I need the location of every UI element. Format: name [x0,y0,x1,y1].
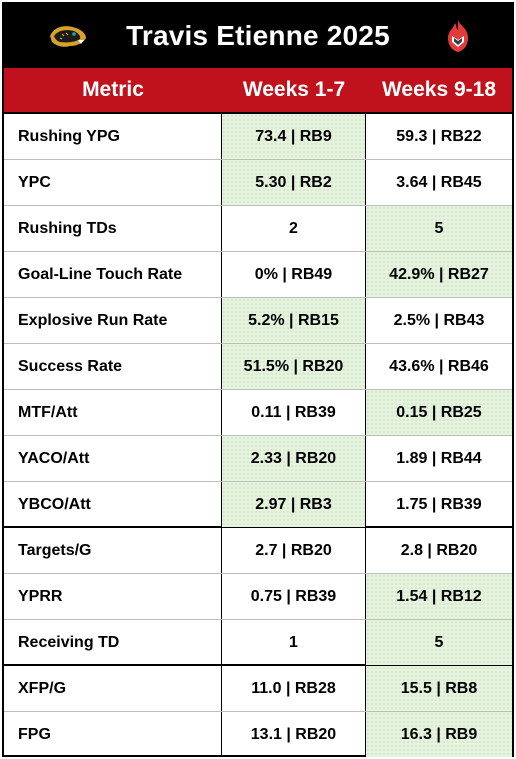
table-row: Explosive Run Rate 5.2% | RB15 2.5% | RB… [4,298,512,344]
weeks-1-7-value: 1 [222,620,366,665]
table-row: Success Rate 51.5% | RB20 43.6% | RB46 [4,344,512,390]
table-row: FPG 13.1 | RB20 16.3 | RB9 [4,712,512,758]
weeks-1-7-value: 0.75 | RB39 [222,574,366,619]
weeks-1-7-value: 73.4 | RB9 [222,114,366,159]
weeks-9-18-value: 1.75 | RB39 [396,496,482,513]
metric-label: FPG [4,712,222,757]
weeks-1-7-value: 2.97 | RB3 [222,482,366,527]
table-row: Goal-Line Touch Rate 0% | RB49 42.9% | R… [4,252,512,298]
table-row: YPC 5.30 | RB2 3.64 | RB45 [4,160,512,206]
table-row: YPRR 0.75 | RB39 1.54 | RB12 [4,574,512,620]
metric-label: Rushing TDs [4,206,222,251]
weeks-1-7-value: 2 [222,206,366,251]
weeks-9-18-value: 0.15 | RB25 [366,390,512,435]
weeks-9-18-value: 5 [366,206,512,251]
weeks-9-18-value: 1.54 | RB12 [366,574,512,619]
weeks-1-7-value: 0.11 | RB39 [222,390,366,435]
table-row: YACO/Att 2.33 | RB20 1.89 | RB44 [4,436,512,482]
table-row: Rushing TDs 2 5 [4,206,512,252]
metric-label: Goal-Line Touch Rate [4,252,222,297]
weeks-1-7-value: 5.2% | RB15 [222,298,366,343]
metric-label: MTF/Att [4,390,222,435]
jaguar-logo-icon [50,26,86,47]
weeks-9-18-value: 1.89 | RB44 [396,450,482,467]
metric-label: Receiving TD [4,620,222,665]
metric-label: YPRR [4,574,222,619]
metric-label: Explosive Run Rate [4,298,222,343]
weeks-1-7-value: 51.5% | RB20 [222,344,366,389]
weeks-1-7-value: 2.7 | RB20 [222,528,366,573]
metric-label: Targets/G [4,528,222,573]
weeks-9-18-value: 3.64 | RB45 [396,174,482,191]
weeks-1-7-value: 5.30 | RB2 [222,160,366,205]
weeks-9-18-value: 5 [366,620,512,665]
header-weeks-9-18: Weeks 9-18 [381,78,497,101]
weeks-1-7-value: 2.33 | RB20 [222,436,366,481]
weeks-1-7-value: 11.0 | RB28 [222,666,366,711]
metric-label: YACO/Att [4,436,222,481]
metric-label: YPC [4,160,222,205]
page-title: Travis Etienne 2025 [126,20,390,51]
weeks-1-7-value: 13.1 | RB20 [222,712,366,757]
weeks-9-18-value: 59.3 | RB22 [396,128,482,145]
metric-label: XFP/G [4,666,222,711]
header-weeks-1-7: Weeks 1-7 [242,78,346,101]
weeks-9-18-value: 2.5% | RB43 [393,312,485,329]
title-bar: Travis Etienne 2025 [4,4,512,68]
weeks-9-18-value: 42.9% | RB27 [366,252,512,297]
metric-label: Rushing YPG [4,114,222,159]
weeks-9-18-value: 2.8 | RB20 [400,542,478,559]
table-row: XFP/G 11.0 | RB28 15.5 | RB8 [4,666,512,712]
weeks-1-7-value: 0% | RB49 [222,252,366,297]
metric-label: YBCO/Att [4,482,222,527]
flame-shield-logo-icon [448,20,468,52]
table-row: YBCO/Att 2.97 | RB3 1.75 | RB39 [4,482,512,528]
header-metric: Metric [82,78,144,101]
table-row: Receiving TD 1 5 [4,620,512,666]
weeks-9-18-value: 15.5 | RB8 [366,666,512,711]
metric-label: Success Rate [4,344,222,389]
table-row: Rushing YPG 73.4 | RB9 59.3 | RB22 [4,114,512,160]
table-header: Metric Weeks 1-7 Weeks 9-18 [4,68,512,114]
weeks-9-18-value: 43.6% | RB46 [389,358,489,375]
table-row: MTF/Att 0.11 | RB39 0.15 | RB25 [4,390,512,436]
table-row: Targets/G 2.7 | RB20 2.8 | RB20 [4,528,512,574]
weeks-9-18-value: 16.3 | RB9 [366,712,512,757]
